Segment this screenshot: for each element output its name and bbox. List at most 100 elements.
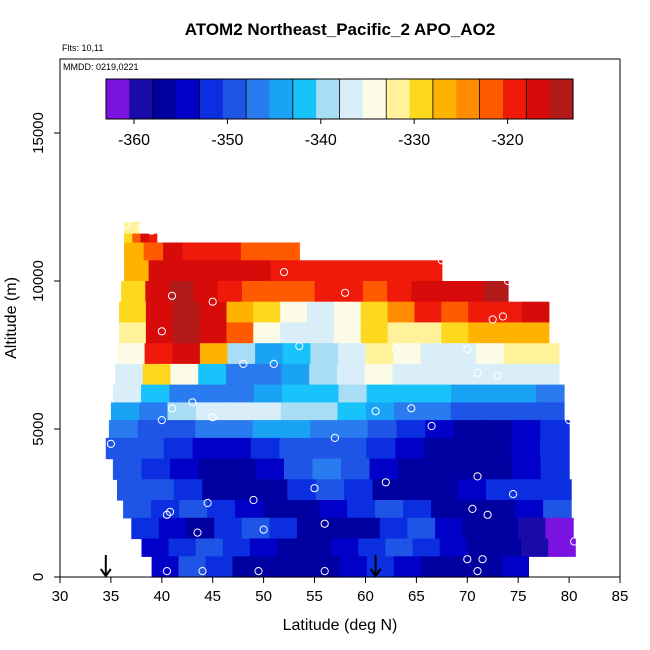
heat-cell xyxy=(423,384,452,403)
heat-cell xyxy=(362,281,388,303)
heat-cell xyxy=(259,556,287,578)
heat-cell xyxy=(158,517,188,540)
heat-cell xyxy=(475,363,504,386)
heat-cell xyxy=(124,242,145,261)
heat-cell xyxy=(521,322,550,344)
colorbar-swatch xyxy=(176,79,200,119)
heat-cell xyxy=(315,479,345,501)
heat-cell xyxy=(453,437,483,460)
heat-cell xyxy=(230,479,260,501)
x-tick-label: 45 xyxy=(204,588,221,605)
heat-cell xyxy=(249,538,278,557)
heat-cell xyxy=(314,281,340,303)
sample-point xyxy=(544,288,553,297)
heat-cell xyxy=(426,458,456,480)
heat-cell xyxy=(195,538,224,557)
sample-point xyxy=(437,256,446,265)
heat-cell xyxy=(148,260,174,282)
heat-cell xyxy=(394,402,423,421)
heat-cell xyxy=(202,242,223,261)
heat-cell xyxy=(398,458,428,480)
heat-cell xyxy=(241,517,270,540)
heat-cell xyxy=(151,556,180,578)
heat-cell xyxy=(202,479,232,501)
heat-cell xyxy=(270,260,296,282)
heat-cell xyxy=(412,538,441,557)
sample-point xyxy=(463,345,472,354)
heat-cell xyxy=(512,458,542,480)
heat-cell xyxy=(145,479,175,501)
colorbar-swatch xyxy=(362,79,387,119)
heat-cell xyxy=(459,281,485,303)
heat-cell xyxy=(365,402,395,421)
y-tick-label: 15000 xyxy=(30,112,47,154)
heat-cell xyxy=(420,343,449,365)
heat-cell xyxy=(309,402,338,421)
heat-cell xyxy=(483,281,509,303)
y-axis-label: Altitude (m) xyxy=(3,277,20,359)
sample-point xyxy=(239,359,248,368)
heat-cell xyxy=(221,260,247,282)
sample-point xyxy=(488,315,497,324)
heat-cell xyxy=(226,363,255,386)
heat-cell xyxy=(193,281,219,303)
heat-cell xyxy=(336,363,366,386)
heat-cell xyxy=(280,301,308,323)
heat-cell xyxy=(260,242,281,261)
sample-point xyxy=(147,226,156,235)
heat-cell xyxy=(340,556,368,578)
heat-cell xyxy=(141,384,170,403)
heat-cell xyxy=(466,538,495,557)
heat-cell xyxy=(287,479,317,501)
sample-point xyxy=(503,276,513,286)
heat-cell xyxy=(482,420,513,439)
heat-cell xyxy=(490,517,519,540)
heat-cell xyxy=(117,479,146,501)
heat-cell xyxy=(479,402,508,421)
heat-cell xyxy=(115,363,144,386)
heat-cell xyxy=(304,538,332,557)
heat-cell xyxy=(368,260,394,282)
heat-cell xyxy=(240,242,261,261)
heat-cell xyxy=(454,420,484,439)
heat-cell xyxy=(313,556,341,578)
heat-cell xyxy=(119,322,147,344)
heat-cell xyxy=(253,384,283,403)
heat-cell xyxy=(252,402,282,421)
heat-cell xyxy=(179,500,208,519)
heat-cell xyxy=(309,363,338,386)
sample-point xyxy=(279,268,289,277)
heat-cell xyxy=(192,437,223,460)
heat-cell xyxy=(483,458,513,480)
heat-cell xyxy=(503,343,532,365)
heat-cell xyxy=(197,260,223,282)
heat-cell xyxy=(163,242,184,261)
sample-point xyxy=(208,297,217,306)
heat-cell xyxy=(501,556,529,578)
heat-cell xyxy=(282,343,311,365)
heat-cell xyxy=(511,437,541,460)
colorbar-tick-label: -330 xyxy=(398,132,430,149)
colorbar-swatch xyxy=(129,79,154,119)
heat-cell xyxy=(387,301,416,323)
heat-cell xyxy=(319,260,345,282)
heat-cell xyxy=(110,402,140,421)
colorbar-swatch xyxy=(409,79,434,119)
heat-cell xyxy=(338,384,368,403)
heat-cell xyxy=(352,517,381,540)
heat-cell xyxy=(279,242,300,261)
heat-cell xyxy=(417,260,443,282)
heat-cell xyxy=(172,343,201,365)
colorbar-tick-label: -360 xyxy=(118,132,150,149)
heat-cell xyxy=(124,221,140,235)
heat-cell xyxy=(310,343,339,365)
heat-cell xyxy=(447,363,477,386)
colorbar-tick-label: -320 xyxy=(492,132,524,149)
heat-cell xyxy=(411,281,437,303)
heat-cell xyxy=(429,479,459,501)
sample-point xyxy=(167,291,177,300)
heat-cell xyxy=(281,363,310,386)
colorbar-swatch xyxy=(199,79,224,119)
heat-cell xyxy=(468,301,496,323)
heat-cell xyxy=(338,281,364,303)
